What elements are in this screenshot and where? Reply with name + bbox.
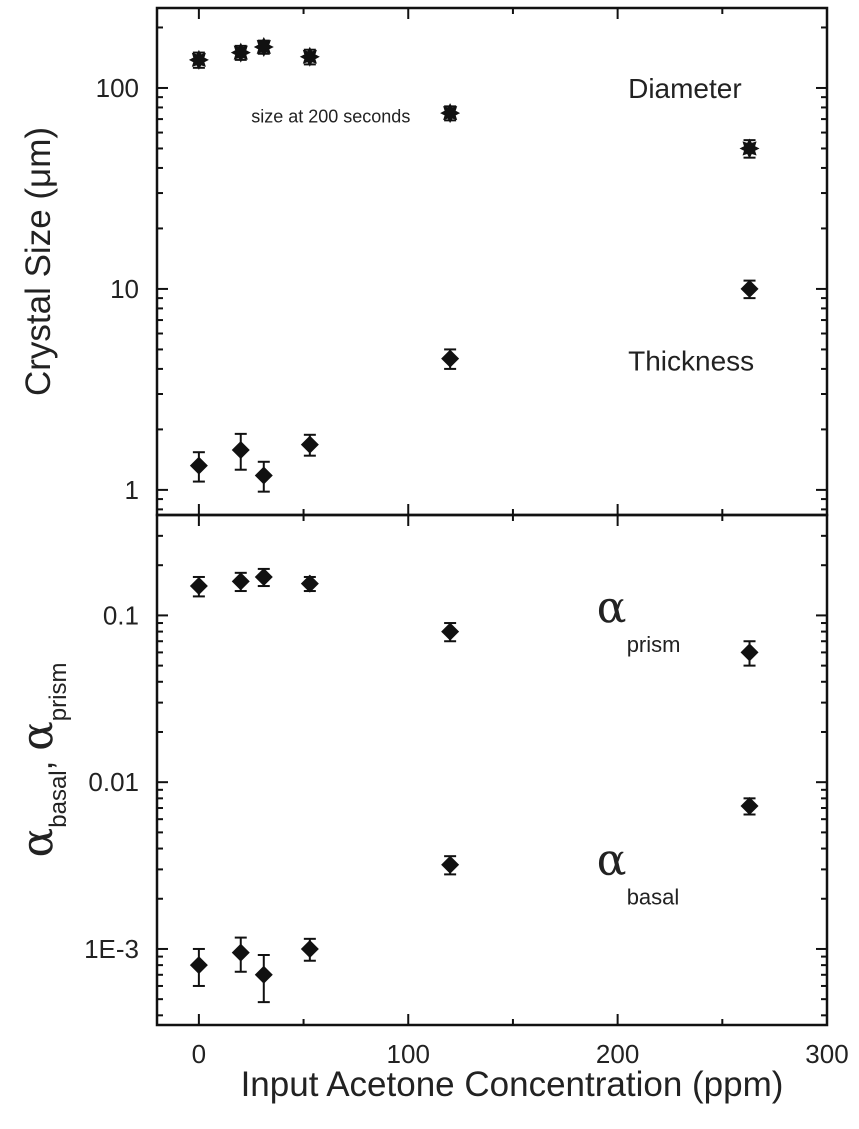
-prism-point (740, 643, 759, 662)
annotation-subscript: prism (627, 632, 681, 657)
y-axis-title-top: Crystal Size (μm) (19, 127, 58, 396)
x-tick-label: 100 (387, 1039, 430, 1069)
thickness-point (254, 466, 273, 485)
-prism-point (231, 572, 250, 591)
thickness-point (300, 435, 319, 454)
diameter-point (739, 138, 760, 159)
annotation-label: size at 200 seconds (251, 107, 410, 127)
-basal-point (231, 943, 250, 962)
diameter-point (230, 42, 251, 63)
thickness-point (441, 349, 460, 368)
y-tick-label-top: 1 (125, 475, 139, 505)
annotation-label: Diameter (628, 73, 742, 104)
-basal-point (740, 796, 759, 815)
y-axis-title-part: prism (45, 663, 72, 722)
x-tick-label: 0 (192, 1039, 206, 1069)
thickness-point (189, 456, 208, 475)
y-tick-label-bottom: 1E-3 (84, 934, 139, 964)
-basal-point (189, 956, 208, 975)
y-tick-label-bottom: 0.1 (103, 600, 139, 630)
-prism-point (300, 574, 319, 593)
y-axis-title-part: basal (45, 770, 72, 827)
plot-frame-bottom (155, 513, 829, 1027)
thickness-point (740, 279, 759, 298)
thickness-point (231, 440, 250, 459)
diameter-point (188, 49, 209, 70)
diameter-point (253, 37, 274, 57)
-prism-point (254, 567, 273, 586)
diameter-point (440, 103, 461, 124)
annotation-greek: α (597, 835, 627, 886)
-prism-point (441, 622, 460, 641)
annotation-subscript: basal (627, 885, 680, 910)
-basal-point (254, 965, 273, 984)
-basal-point (300, 939, 319, 958)
-basal-point (441, 855, 460, 874)
annotation-greek: α (597, 582, 627, 633)
x-axis-title: Input Acetone Concentration (ppm) (241, 1065, 784, 1104)
y-tick-label-top: 100 (96, 73, 139, 103)
-prism-point (189, 577, 208, 596)
x-tick-label: 200 (596, 1039, 639, 1069)
x-tick-label: 300 (805, 1039, 848, 1069)
diameter-point (299, 46, 320, 67)
y-tick-label-bottom: 0.01 (88, 767, 139, 797)
y-tick-label-top: 10 (110, 274, 139, 304)
annotation-label: Thickness (628, 346, 754, 377)
y-axis-title-bottom: αbasal, αprism (12, 663, 72, 858)
y-axis-title-part: , (21, 751, 60, 770)
y-axis-title-part: α (12, 828, 63, 858)
y-axis-title-part: α (12, 721, 63, 751)
